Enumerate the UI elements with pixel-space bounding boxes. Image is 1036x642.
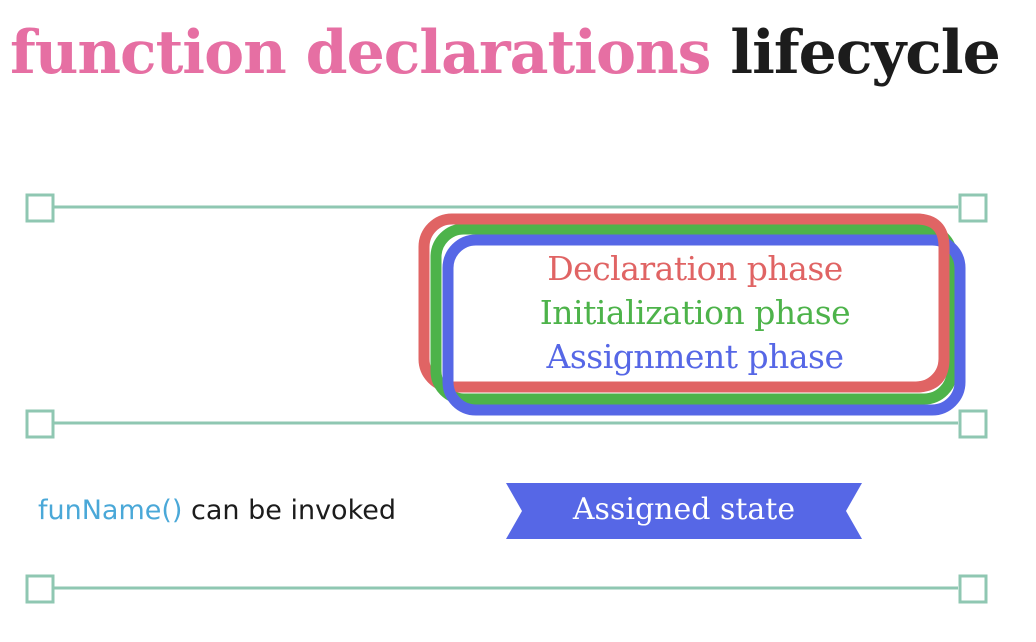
slide-title: function declarations lifecycle xyxy=(10,8,1001,98)
assigned-state-ribbon xyxy=(506,483,862,539)
timeline-handle-right xyxy=(958,574,988,604)
assignment-phase-label: Assignment phase xyxy=(546,337,844,376)
timeline-handle-right xyxy=(958,409,988,439)
title-highlight: function declarations xyxy=(10,18,711,88)
title-suffix: lifecycle xyxy=(730,18,1000,88)
timeline-handle-left xyxy=(25,193,55,223)
timeline-handle-left xyxy=(25,409,55,439)
assigned-state-label: Assigned state xyxy=(572,492,796,527)
declaration-phase-box-overlay xyxy=(452,213,950,393)
invocation-text: can be invoked xyxy=(191,495,396,526)
function-name: funName() xyxy=(38,495,183,526)
initialization-phase-box xyxy=(430,223,958,405)
timeline-handle-left xyxy=(25,574,55,604)
timeline-middle xyxy=(25,409,988,439)
timeline-top xyxy=(25,193,988,223)
initialization-phase-label: Initialization phase xyxy=(539,293,851,332)
timeline-handle-right xyxy=(958,193,988,223)
invocation-note: funName() can be invoked xyxy=(38,493,396,529)
timeline-bottom xyxy=(25,574,988,604)
assignment-phase-box xyxy=(442,234,966,416)
declaration-phase-label: Declaration phase xyxy=(547,249,843,288)
